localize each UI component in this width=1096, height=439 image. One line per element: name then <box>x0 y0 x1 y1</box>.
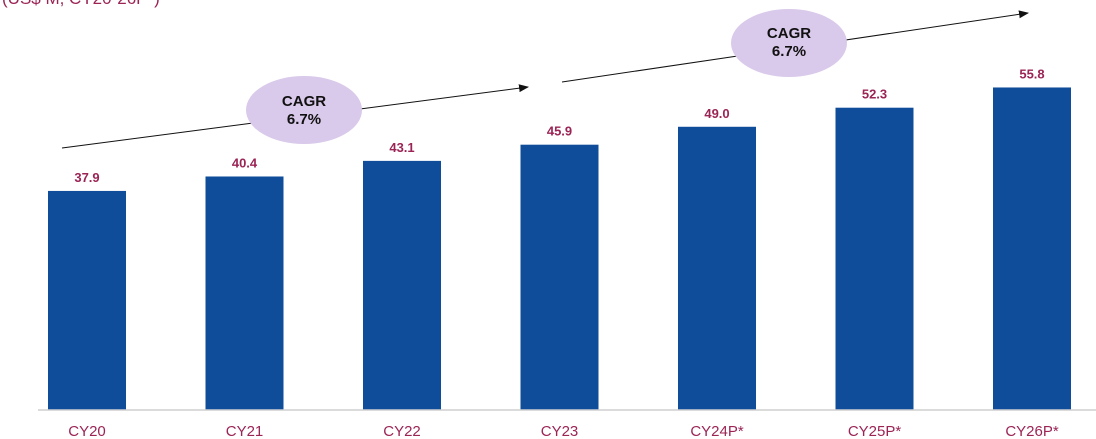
x-tick-label: CY20 <box>68 423 106 439</box>
bar-value-label: 52.3 <box>862 87 887 102</box>
chart-subtitle: (US$ M, CY20-26P*) <box>2 0 160 9</box>
bar-cy20 <box>48 190 126 410</box>
bar-cy25p-proj <box>835 107 914 411</box>
x-tick-label: CY21 <box>226 423 264 439</box>
x-tick-label: CY22 <box>383 423 421 439</box>
bar-cy21 <box>205 176 284 410</box>
cagr-2-label: CAGR <box>767 25 811 42</box>
bar-value-label: 45.9 <box>547 124 572 139</box>
bar-value-label: 43.1 <box>389 140 414 155</box>
cagr-bubble-1: CAGR 6.7% <box>246 76 362 144</box>
cagr-2-value: 6.7% <box>772 43 806 60</box>
cagr-bubble-2: CAGR 6.7% <box>731 9 847 77</box>
x-tick-label: CY25P* <box>848 423 902 439</box>
bar-value-label: 49.0 <box>704 106 729 121</box>
cagr-1-label: CAGR <box>282 93 326 110</box>
bar-cy24p-proj <box>678 126 756 410</box>
x-axis-ticks: CY20 CY21 CY22 CY23 CY24P* CY25P* CY26P* <box>68 423 1059 439</box>
cagr-1-value: 6.7% <box>287 111 321 128</box>
bar-value-label: 37.9 <box>74 170 99 185</box>
bar-value-label: 40.4 <box>232 155 258 170</box>
bar-value-label: 55.8 <box>1019 66 1044 81</box>
x-tick-label: CY24P* <box>690 423 744 439</box>
bar-cy26p-proj <box>993 87 1071 410</box>
x-tick-label: CY26P* <box>1005 423 1059 439</box>
bars-layer: 37.9 40.4 43.1 45.9 49.0 52.3 55.8 <box>48 66 1071 411</box>
bar-cy22 <box>363 160 441 410</box>
x-tick-label: CY23 <box>541 423 579 439</box>
bar-cy23 <box>520 144 599 410</box>
